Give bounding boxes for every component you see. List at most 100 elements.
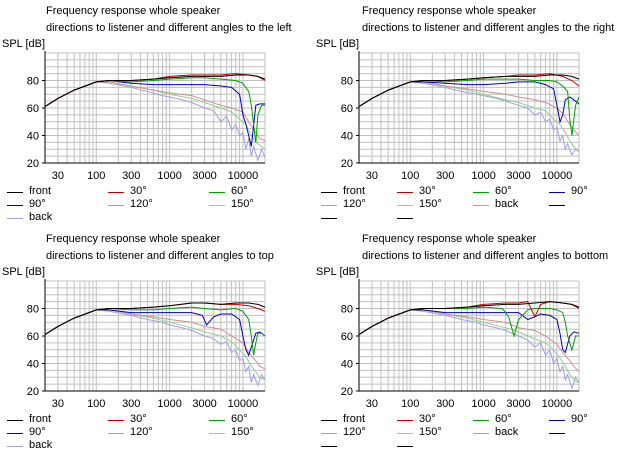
y-tick-label: 80	[27, 76, 39, 88]
legend-swatch	[473, 205, 489, 206]
chart-title: Frequency response whole speaker	[46, 233, 221, 245]
legend-item: 120°	[108, 198, 205, 212]
legend-item: 60°	[209, 413, 306, 427]
legend-swatch	[209, 420, 225, 421]
plot-area: 20 40 60 80 30 100 300 1000 3000 10000	[27, 51, 266, 182]
plot-area: 20 40 60 80 30 100 300 1000 3000 10000	[27, 279, 266, 410]
chart-panel-bottom: Frequency response whole speaker directi…	[314, 228, 627, 454]
x-tick-label: 300	[436, 170, 454, 182]
legend-swatch	[549, 433, 565, 434]
legend-swatch	[397, 218, 413, 219]
legend-item: 120°	[321, 198, 393, 212]
legend-swatch	[321, 420, 337, 421]
legend-label: back	[495, 198, 519, 210]
chart-panel-left: Frequency response whole speaker directi…	[0, 0, 313, 226]
legend-item: back	[7, 439, 104, 453]
legend-swatch	[209, 205, 225, 206]
legend-swatch	[108, 205, 124, 206]
legend-swatch	[7, 433, 23, 434]
legend-item: 90°	[7, 426, 104, 440]
y-tick-label: 40	[341, 131, 353, 143]
legend-item: 90°	[549, 413, 621, 427]
legend-item: 120°	[321, 426, 393, 440]
legend-item: 90°	[7, 198, 104, 212]
series-line-front	[44, 74, 266, 108]
legend-label: 30°	[130, 185, 147, 197]
legend-swatch	[108, 433, 124, 434]
x-tick-label: 100	[87, 170, 105, 182]
x-tick-label: 300	[436, 398, 454, 410]
legend-item: 90°	[549, 185, 621, 199]
legend-label: front	[343, 185, 366, 197]
series-line-front	[358, 301, 580, 336]
series-line-back	[358, 81, 580, 156]
legend-swatch	[397, 205, 413, 206]
y-tick-label: 60	[341, 103, 353, 115]
legend-label: front	[343, 413, 366, 425]
legend-label: 60°	[231, 185, 248, 197]
legend-swatch	[321, 433, 337, 434]
legend-label: 120°	[130, 426, 153, 438]
series-line-90	[44, 309, 266, 357]
x-tick-label: 100	[401, 170, 419, 182]
x-tick-label: 1000	[471, 398, 495, 410]
y-axis-label: SPL [dB]	[316, 266, 360, 278]
x-tick-label: 100	[87, 398, 105, 410]
plot-area: 20 40 60 80 30 100 300 1000 3000 10000	[341, 279, 580, 410]
legend-swatch	[321, 205, 337, 206]
legend-item: front	[7, 413, 104, 427]
legend-item	[321, 212, 393, 225]
y-tick-label: 20	[341, 158, 353, 170]
legend-label: 90°	[571, 413, 588, 425]
legend-swatch	[7, 218, 23, 219]
legend-item: 150°	[209, 198, 306, 212]
chart-panel-top: Frequency response whole speaker directi…	[0, 228, 313, 454]
legend-label: 150°	[419, 198, 442, 210]
chart-subtitle: directions to listener and different ang…	[362, 22, 615, 34]
x-tick-label: 3000	[506, 170, 530, 182]
legend-item: 30°	[108, 413, 205, 427]
legend-label: front	[29, 413, 52, 425]
x-tick-label: 30	[366, 170, 378, 182]
legend-label: front	[29, 185, 52, 197]
x-tick-label: 10000	[542, 170, 573, 182]
legend-item: front	[321, 413, 393, 427]
x-tick-label: 10000	[542, 398, 573, 410]
legend-item: 150°	[397, 198, 469, 212]
legend-label: 30°	[419, 413, 436, 425]
legend-label: 30°	[419, 185, 436, 197]
legend-label: 90°	[571, 185, 588, 197]
legend-swatch	[321, 446, 337, 447]
legend-item: 60°	[209, 185, 306, 199]
legend-label: 150°	[231, 426, 254, 438]
legend-swatch	[7, 446, 23, 447]
y-tick-label: 80	[27, 304, 39, 316]
legend-item: 150°	[397, 426, 469, 440]
chart-title: Frequency response whole speaker	[362, 233, 537, 245]
legend-item: 60°	[473, 185, 545, 199]
x-tick-label: 300	[122, 170, 140, 182]
y-tick-label: 80	[341, 304, 353, 316]
y-tick-label: 20	[27, 158, 39, 170]
legend-label: back	[29, 439, 53, 451]
legend-item: front	[7, 185, 104, 199]
legend-label: back	[29, 211, 53, 223]
plot-area: 20 40 60 80 30 100 300 1000 3000 10000	[341, 51, 580, 182]
legend-label: 150°	[419, 426, 442, 438]
legend-item: back	[7, 211, 104, 225]
x-tick-label: 10000	[228, 398, 259, 410]
series-line-back	[44, 309, 266, 387]
x-tick-label: 3000	[506, 398, 530, 410]
legend-label: 60°	[495, 413, 512, 425]
legend-swatch	[321, 218, 337, 219]
legend-item	[321, 440, 393, 453]
x-tick-label: 30	[366, 398, 378, 410]
y-tick-label: 60	[27, 103, 39, 115]
legend-item: 150°	[209, 426, 306, 440]
chart-subtitle: directions to listener and different ang…	[46, 22, 292, 34]
chart-title: Frequency response whole speaker	[46, 5, 221, 17]
x-tick-label: 30	[52, 398, 64, 410]
chart-title: Frequency response whole speaker	[362, 5, 537, 17]
legend-label: 120°	[343, 426, 366, 438]
legend-swatch	[473, 420, 489, 421]
